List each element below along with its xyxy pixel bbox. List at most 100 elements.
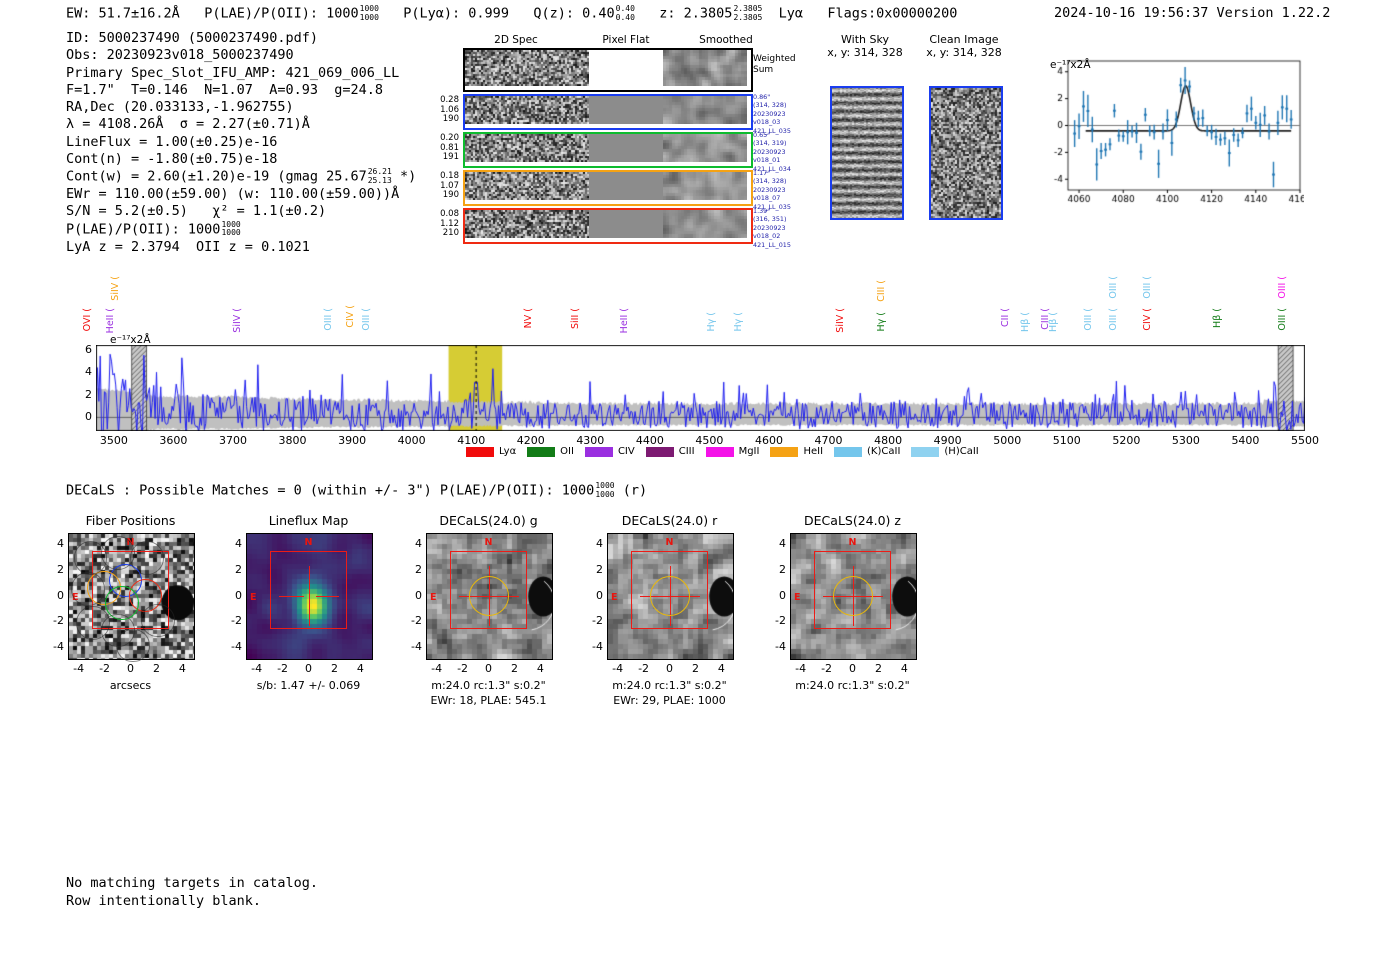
legend-swatch xyxy=(645,446,674,457)
spectrum-x-tick: 4800 xyxy=(874,434,903,447)
compass-north: N xyxy=(304,537,313,548)
cutout-y-tick: -4 xyxy=(53,640,64,654)
cutout-y-tick: -2 xyxy=(53,614,64,628)
emission-line-label: SiIV ( xyxy=(835,308,846,333)
legend-label: HeII xyxy=(803,446,824,457)
full-spectrum-units: e⁻¹⁷x2Å xyxy=(110,334,151,346)
cutout-y-tick: 4 xyxy=(57,536,64,550)
spectrum-x-tick: 3800 xyxy=(278,434,307,447)
emission-line-label: CIV ( xyxy=(345,305,356,328)
cutout-x-tick: 2 xyxy=(510,662,518,675)
header-line-name: Lyα xyxy=(778,5,803,22)
emission-line-label: OIII ( xyxy=(1277,276,1288,299)
cutout-y-tick: -2 xyxy=(411,614,422,628)
spectrum-x-tick: 4900 xyxy=(933,434,962,447)
cutout-y-tick: 4 xyxy=(415,536,422,550)
emission-line-label: SiII ( xyxy=(570,308,581,329)
full-spectrum-plot xyxy=(96,345,1305,435)
fiber-row xyxy=(463,170,753,206)
legend-item: (H)CaII xyxy=(911,446,979,458)
cutout-y-tick: 0 xyxy=(57,588,64,602)
fiber-right-meta: 0.65" (314, 319) 20230923 v018_01 421_LL_034 xyxy=(753,131,791,173)
spectrum-x-tick: 5400 xyxy=(1231,434,1260,447)
legend-item: CIII xyxy=(645,446,695,458)
info-redshifts: LyA z = 2.3794 OII z = 0.1021 xyxy=(66,238,310,255)
info-lineflux: LineFlux = 1.00(±0.25)e-16 xyxy=(66,133,278,150)
legend-swatch xyxy=(584,446,613,457)
spectrum-x-tick: 4100 xyxy=(457,434,486,447)
col-title-smoothed: Smoothed xyxy=(699,34,753,46)
timestamp: 2024-10-16 19:56:37 Version 1.22.2 xyxy=(1054,5,1331,21)
emission-line-label: SiIV ( xyxy=(232,308,243,333)
cutout-y-tick: 4 xyxy=(235,536,242,550)
fiber-circle-dim xyxy=(76,606,110,640)
spectrum-x-tick: 3500 xyxy=(99,434,128,447)
source-info-block: ID: 5000237490 (5000237490.pdf) Obs: 202… xyxy=(66,30,416,256)
cutout-x-tick: -2 xyxy=(457,662,469,675)
cutout-x-tick: -4 xyxy=(251,662,263,675)
info-ewr: EWr = 110.00(±59.00) (w: 110.00(±59.00))… xyxy=(66,186,400,203)
fiber-left-stats: 0.18 1.07 190 xyxy=(440,171,459,201)
info-plae-range: 1000 1000 xyxy=(221,219,241,238)
info-seeing: F=1.7" T=0.146 N=1.07 A=0.93 g=24.8 xyxy=(66,81,383,98)
emission-line-label: HeII ( xyxy=(105,308,116,334)
fiber-left-stats: 0.28 1.06 190 xyxy=(440,95,459,125)
emission-line-label: Hβ ( xyxy=(1020,312,1031,332)
spectrum-x-tick: 3900 xyxy=(338,434,367,447)
cutout-y-tick: -2 xyxy=(592,614,603,628)
aperture-circle xyxy=(649,575,690,616)
weighted-sum-strip xyxy=(463,48,753,92)
cutout-caption-2: EWr: 29, PLAE: 1000 xyxy=(613,694,726,707)
cutout-panel-title: Lineflux Map xyxy=(268,513,349,528)
emission-line-label: Hβ ( xyxy=(1048,312,1059,332)
cutout-aperture-box xyxy=(269,551,348,629)
info-obs: Obs: 20230923v018_5000237490 xyxy=(66,47,294,64)
compass-north: N xyxy=(484,537,493,548)
cutout-x-tick: 0 xyxy=(305,662,312,675)
cutout-x-tick: -2 xyxy=(99,662,111,675)
info-snr: S/N = 5.2(±0.5) χ² = 1.1(±0.2) xyxy=(66,203,327,220)
spectrum-x-tick: 5500 xyxy=(1291,434,1319,447)
header-plae-range: 1000 1000 xyxy=(359,4,379,22)
cutout-y-tick: 2 xyxy=(235,562,242,576)
decals-plae-range: 1000 1000 xyxy=(595,481,615,499)
spec2d-cluster: 2D Spec Pixel Flat Smoothed Weighted Sum… xyxy=(424,34,814,249)
spectrum-x-tick: 5100 xyxy=(1052,434,1081,447)
cutout-x-tick: 2 xyxy=(874,662,882,675)
info-gmag-range: 26.21 25.13 xyxy=(367,167,392,185)
emission-line-label: OIII ( xyxy=(1108,308,1119,331)
cutout-x-tick: -2 xyxy=(821,662,833,675)
emission-line-label: OIII ( xyxy=(1277,308,1288,331)
legend-label: Lyα xyxy=(499,446,517,457)
spectrum-x-tick: 4600 xyxy=(754,434,783,447)
cutout-x-tick: 4 xyxy=(356,662,364,675)
fiber-left-stats: 0.08 1.12 210 xyxy=(440,209,459,239)
cutout-panel-title: DECaLS(24.0) g xyxy=(439,513,538,528)
footer-note: No matching targets in catalog. Row inte… xyxy=(66,875,318,910)
header-qz: Q(z): 0.40 xyxy=(533,5,615,22)
emission-line-label: Hγ ( xyxy=(876,312,887,332)
cutout-x-tick: -2 xyxy=(277,662,289,675)
cutout-y-tick: 2 xyxy=(57,562,64,576)
spectrum-y-tick: 0 xyxy=(85,410,92,424)
legend-label: (K)CaII xyxy=(867,446,901,457)
spectrum-y-tick: 2 xyxy=(85,387,92,401)
header-flags: Flags:0x00000200 xyxy=(827,5,958,22)
legend-label: (H)CaII xyxy=(944,446,979,457)
cutout-y-tick: -2 xyxy=(775,614,786,628)
cutout-caption-2: EWr: 18, PLAE: 545.1 xyxy=(430,694,547,707)
compass-north: N xyxy=(848,537,857,548)
header-z: z: 2.3805 xyxy=(659,5,733,22)
footer-line-1: No matching targets in catalog. xyxy=(66,875,318,891)
emission-line-label: Hγ ( xyxy=(733,312,744,332)
legend-item: MgII xyxy=(705,446,759,458)
emission-line-label: Hβ ( xyxy=(1212,308,1223,328)
legend-label: CIII xyxy=(678,446,695,457)
legend-item: HeII xyxy=(770,446,823,458)
legend-swatch xyxy=(705,446,734,457)
header-plya: P(Lyα): 0.999 xyxy=(403,5,509,22)
legend-item: CIV xyxy=(584,446,635,458)
col-title-2dspec: 2D Spec xyxy=(494,34,538,46)
legend-swatch xyxy=(911,446,940,457)
header-qz-range: 0.40 0.40 xyxy=(615,4,635,22)
